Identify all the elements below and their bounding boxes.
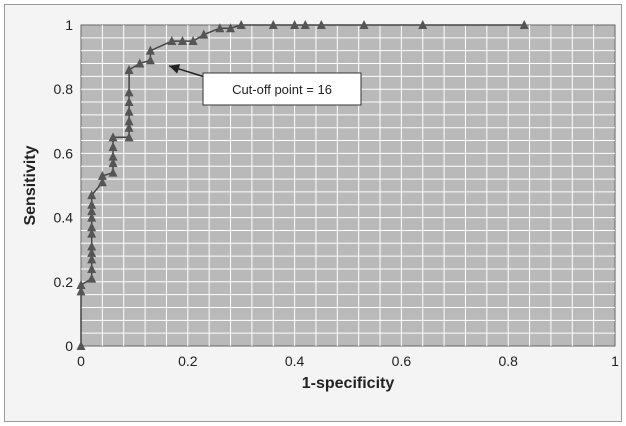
- data-point-marker: [290, 20, 300, 29]
- data-point-marker: [167, 36, 177, 46]
- data-point-marker: [97, 170, 107, 180]
- data-point-marker: [124, 106, 134, 116]
- data-point-marker: [418, 20, 428, 29]
- data-point-marker: [145, 55, 155, 65]
- data-point-marker: [87, 254, 97, 264]
- y-tick-label: 0.2: [54, 274, 74, 290]
- cutoff-callout: Cut-off point = 16: [168, 64, 362, 106]
- x-tick-label: 0: [77, 353, 85, 369]
- data-point-marker: [124, 122, 134, 132]
- data-point-marker: [76, 341, 86, 350]
- x-tick-label: 1: [611, 353, 619, 369]
- data-point-marker: [87, 212, 97, 222]
- data-point-marker: [97, 177, 107, 187]
- y-tick-label: 1: [65, 17, 73, 33]
- y-axis-title: Sensitivity: [22, 145, 39, 225]
- roc-chart: 0 0.2 0.4 0.6 0.8 1 0 0.2 0.4 0.6 0.8 1 Sensitivit…: [22, 17, 619, 392]
- data-point-marker: [316, 20, 326, 29]
- data-point-marker: [215, 23, 225, 33]
- data-point-marker: [108, 141, 118, 151]
- callout-arrowhead: [169, 64, 181, 74]
- data-point-marker: [124, 97, 134, 107]
- data-point-marker: [87, 206, 97, 216]
- data-point-marker: [108, 151, 118, 161]
- data-point-marker: [87, 222, 97, 232]
- data-point-marker: [236, 20, 246, 29]
- callout-box: [202, 72, 362, 106]
- y-tick-label: 0.6: [54, 145, 74, 161]
- data-point-marker: [87, 190, 97, 200]
- data-point-marker: [188, 36, 198, 46]
- data-point-marker: [124, 132, 134, 142]
- data-point-marker: [87, 241, 97, 251]
- data-point-marker: [87, 247, 97, 257]
- data-point-marker: [124, 116, 134, 126]
- data-point-marker: [177, 36, 187, 46]
- data-point-marker: [199, 29, 209, 39]
- data-point-marker: [108, 158, 118, 168]
- data-point-marker: [226, 23, 236, 33]
- data-point-marker: [87, 199, 97, 209]
- x-tick-label: 0.8: [498, 353, 518, 369]
- data-point-marker: [108, 132, 118, 142]
- x-tick-label: 0.2: [178, 353, 198, 369]
- y-tick-label: 0.4: [54, 210, 74, 226]
- data-point-marker: [76, 280, 86, 290]
- data-point-marker: [87, 263, 97, 273]
- data-point-marker: [124, 64, 134, 74]
- data-point-marker: [87, 273, 97, 283]
- data-point-marker: [268, 20, 278, 29]
- data-point-marker: [76, 286, 86, 296]
- y-tick-label: 0.8: [54, 81, 74, 97]
- data-point-marker: [300, 20, 310, 29]
- data-point-marker: [108, 167, 118, 177]
- data-point-marker: [145, 45, 155, 55]
- callout-text: Cut-off point = 16: [232, 82, 332, 97]
- data-point-marker: [359, 20, 369, 29]
- y-tick-label: 0: [65, 338, 73, 354]
- x-axis-title: 1-specificity: [302, 375, 395, 392]
- x-tick-label: 0.4: [285, 353, 305, 369]
- chart-frame: 0 0.2 0.4 0.6 0.8 1 0 0.2 0.4 0.6 0.8 1 Sensitivit…: [4, 4, 622, 422]
- data-point-marker: [519, 20, 529, 29]
- data-points: [76, 20, 529, 350]
- x-tick-labels: 0 0.2 0.4 0.6 0.8 1: [77, 353, 619, 369]
- data-point-marker: [87, 228, 97, 238]
- x-tick-label: 0.6: [392, 353, 412, 369]
- data-point-marker: [135, 58, 145, 68]
- data-point-marker: [124, 87, 134, 97]
- y-tick-labels: 0 0.2 0.4 0.6 0.8 1: [54, 17, 74, 354]
